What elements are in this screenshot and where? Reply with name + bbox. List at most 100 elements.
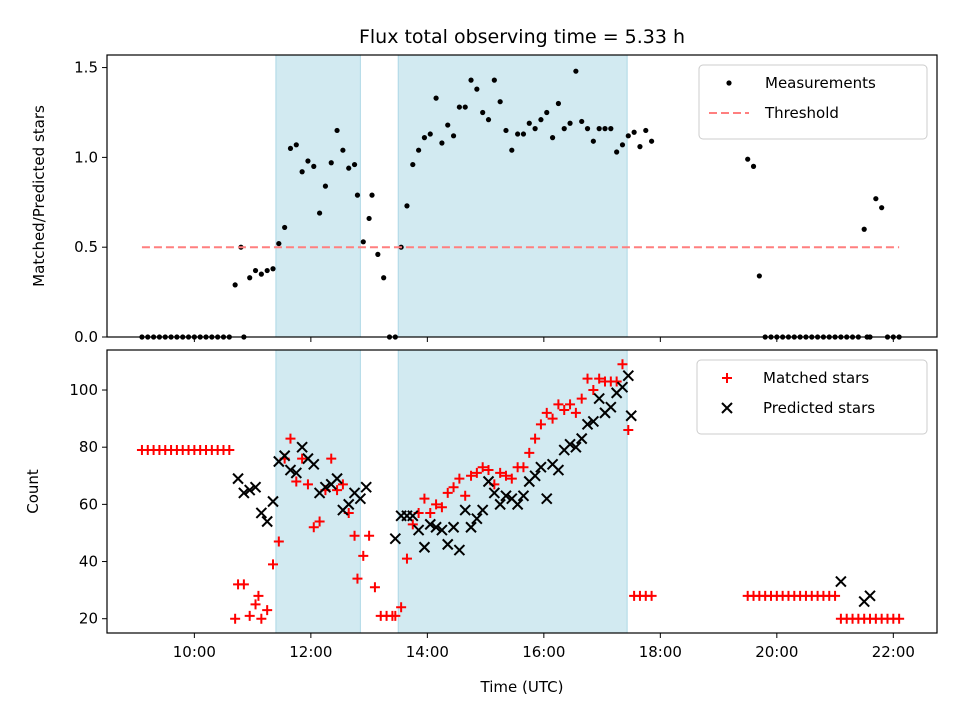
- top-point: [756, 273, 762, 279]
- bottom-point: [244, 610, 255, 621]
- bottom-point: [518, 462, 529, 473]
- top-point: [247, 275, 253, 281]
- bottom-point: [835, 575, 847, 588]
- top-point: [861, 226, 867, 232]
- top-point: [340, 147, 346, 153]
- top-point: [316, 210, 323, 216]
- bottom-point: [389, 532, 402, 545]
- x-tick-label: 16:00: [522, 643, 565, 661]
- bottom-point: [559, 405, 570, 416]
- top-series-0: [139, 68, 902, 340]
- bottom-point: [261, 515, 273, 528]
- bottom-point: [390, 610, 401, 621]
- bottom-point: [267, 495, 279, 508]
- top-point: [750, 163, 757, 169]
- x-tick-label: 10:00: [173, 643, 216, 661]
- top-point: [232, 282, 238, 288]
- bottom-point: [354, 492, 367, 505]
- bottom-point: [302, 479, 313, 490]
- bottom-point: [285, 433, 296, 444]
- top-point: [491, 77, 497, 83]
- bottom-point: [343, 498, 355, 511]
- top-point: [360, 239, 366, 245]
- top-point: [351, 161, 358, 168]
- top-point: [503, 127, 509, 134]
- bottom-point: [594, 373, 605, 384]
- top-point: [462, 104, 468, 110]
- top-point: [293, 142, 299, 148]
- bottom-point: [238, 579, 249, 590]
- top-y-axis-label: Matched/Predicted stars: [30, 105, 48, 287]
- bottom-legend-box: [696, 359, 928, 435]
- bottom-point: [552, 464, 565, 476]
- bottom-point: [352, 573, 363, 584]
- bottom-point: [296, 441, 308, 453]
- bottom-legend-marker: [722, 373, 732, 383]
- bottom-point: [419, 493, 430, 504]
- bottom-point: [564, 438, 576, 451]
- bottom-y-axis-label: Count: [24, 469, 42, 514]
- top-shaded-span-1: [397, 54, 628, 338]
- bottom-point: [401, 553, 412, 564]
- top-point: [608, 126, 614, 132]
- bottom-shaded-span-1: [397, 349, 628, 634]
- x-axis-label: Time (UTC): [480, 678, 564, 696]
- bottom-point: [500, 490, 512, 502]
- top-point: [596, 126, 602, 132]
- top-point: [366, 215, 372, 222]
- top-y-tick-label: 0.0: [74, 328, 98, 346]
- top-point: [287, 145, 294, 152]
- top-point: [474, 86, 480, 92]
- bottom-point: [407, 510, 419, 522]
- bottom-point: [256, 613, 267, 624]
- top-point: [282, 224, 288, 231]
- top-point: [270, 266, 276, 272]
- top-point: [602, 126, 608, 132]
- bottom-point: [250, 599, 261, 610]
- bottom-point: [262, 605, 273, 616]
- bottom-point: [454, 473, 465, 484]
- bottom-point: [530, 433, 541, 444]
- bottom-point: [319, 481, 332, 493]
- bottom-point: [396, 602, 407, 613]
- bottom-point: [442, 538, 454, 551]
- top-point: [497, 99, 503, 105]
- bottom-point: [238, 487, 250, 499]
- top-point: [328, 160, 334, 166]
- bottom-point: [576, 393, 587, 404]
- top-point: [311, 163, 317, 169]
- bottom-point: [418, 541, 431, 553]
- bottom-point: [541, 407, 552, 418]
- bottom-point: [605, 401, 617, 413]
- top-point: [561, 126, 567, 132]
- x-tick-label: 12:00: [289, 643, 332, 661]
- bottom-point: [570, 407, 581, 418]
- top-shaded-span-0: [275, 54, 361, 338]
- top-point: [637, 144, 643, 150]
- bottom-point: [465, 521, 477, 533]
- bottom-point: [482, 475, 495, 488]
- bottom-point: [459, 504, 471, 516]
- top-panel: 0.0 0.5 1.0 1.5 Matched/Predicted stars Measu…: [30, 54, 938, 346]
- bottom-point: [424, 518, 436, 531]
- bottom-point: [349, 530, 360, 541]
- bottom-point: [830, 590, 841, 601]
- bottom-point: [494, 498, 506, 511]
- bottom-y-tick-label: 80: [79, 438, 98, 456]
- bottom-point: [358, 550, 369, 561]
- bottom-point: [297, 453, 308, 464]
- bottom-point: [582, 373, 593, 384]
- bottom-point: [460, 490, 471, 501]
- bottom-point: [535, 419, 546, 430]
- top-point: [625, 133, 631, 139]
- bottom-point: [506, 473, 517, 484]
- top-legend-label: Threshold: [764, 104, 839, 122]
- x-tick-label: 18:00: [639, 643, 682, 661]
- top-point: [515, 131, 521, 137]
- top-point: [439, 140, 445, 146]
- bottom-point: [575, 432, 588, 445]
- bottom-point: [436, 502, 447, 513]
- bottom-point: [430, 521, 442, 533]
- top-point: [334, 127, 340, 134]
- bottom-point: [623, 425, 634, 436]
